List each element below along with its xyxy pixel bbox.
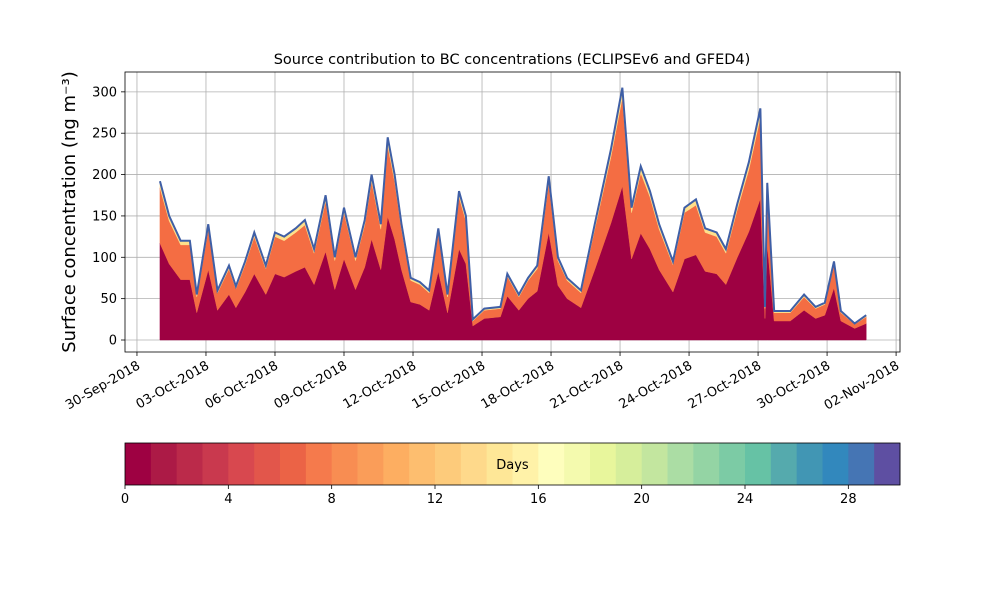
x-tick-label: 27-Oct-2018 (686, 358, 764, 412)
colorbar-swatch (641, 443, 668, 485)
colorbar-tick-label: 4 (224, 492, 232, 507)
y-tick-label: 200 (92, 168, 117, 183)
colorbar-swatch (150, 443, 178, 485)
colorbar-tick-label: 0 (121, 492, 129, 507)
colorbar-swatch (538, 443, 565, 485)
y-axis-label: Surface concentration (ng m⁻³) (59, 71, 80, 353)
colorbar-swatch (228, 443, 255, 485)
colorbar-tick-label: 24 (737, 492, 754, 507)
y-tick-label: 50 (100, 292, 117, 307)
colorbar-swatch (125, 443, 152, 485)
colorbar-swatch (590, 443, 617, 485)
colorbar-swatch (667, 443, 694, 485)
y-tick-label: 300 (92, 85, 117, 100)
colorbar-tick-label: 28 (840, 492, 857, 507)
x-tick-label: 24-Oct-2018 (617, 358, 695, 412)
y-tick-label: 250 (92, 127, 117, 142)
colorbar-tick-label: 12 (427, 492, 444, 507)
x-tick-label: 18-Oct-2018 (479, 358, 557, 412)
colorbar-swatch (305, 443, 333, 485)
colorbar-swatch (796, 443, 823, 485)
colorbar-tick-label: 16 (530, 492, 547, 507)
colorbar-label: Days (496, 458, 529, 473)
colorbar-swatch (822, 443, 849, 485)
colorbar-swatch (202, 443, 229, 485)
x-tick-label: 15-Oct-2018 (410, 358, 488, 412)
x-tick-label: 30-Sep-2018 (63, 358, 143, 413)
colorbar-swatch (486, 443, 513, 485)
colorbar-swatch (874, 443, 901, 485)
colorbar-frame (124, 442, 901, 486)
colorbar-swatch (331, 443, 358, 485)
colorbar-swatch (745, 443, 772, 485)
colorbar-swatch (409, 443, 436, 485)
colorbar-tick-label: 20 (633, 492, 650, 507)
colorbar-swatch (254, 443, 281, 485)
colorbar-swatch (512, 443, 539, 485)
x-tick-label: 12-Oct-2018 (341, 358, 419, 412)
colorbar-swatch (719, 443, 746, 485)
colorbar-swatch (383, 443, 410, 485)
plot-frame (124, 71, 901, 353)
colorbar-swatch (435, 443, 462, 485)
y-tick-label: 100 (92, 251, 117, 266)
y-tick-label: 0 (109, 334, 117, 349)
colorbar-swatch (357, 443, 384, 485)
colorbar-swatch (280, 443, 307, 485)
colorbar-swatch (693, 443, 720, 485)
colorbar-swatch (176, 443, 203, 485)
x-tick-label: 02-Nov-2018 (822, 358, 902, 413)
colorbar-swatch (615, 443, 643, 485)
colorbar-tick-label: 8 (328, 492, 336, 507)
x-tick-label: 21-Oct-2018 (548, 358, 626, 412)
x-tick-label: 30-Oct-2018 (755, 358, 833, 412)
x-tick-label: 06-Oct-2018 (203, 358, 281, 412)
x-tick-label: 03-Oct-2018 (134, 358, 212, 412)
x-tick-label: 09-Oct-2018 (272, 358, 350, 412)
colorbar-swatch (770, 443, 798, 485)
colorbar-swatch (848, 443, 875, 485)
y-tick-label: 150 (92, 209, 117, 224)
colorbar-swatch (460, 443, 488, 485)
colorbar-swatch (564, 443, 591, 485)
outline (158, 87, 867, 325)
chart-title: Source contribution to BC concentrations… (274, 52, 751, 68)
